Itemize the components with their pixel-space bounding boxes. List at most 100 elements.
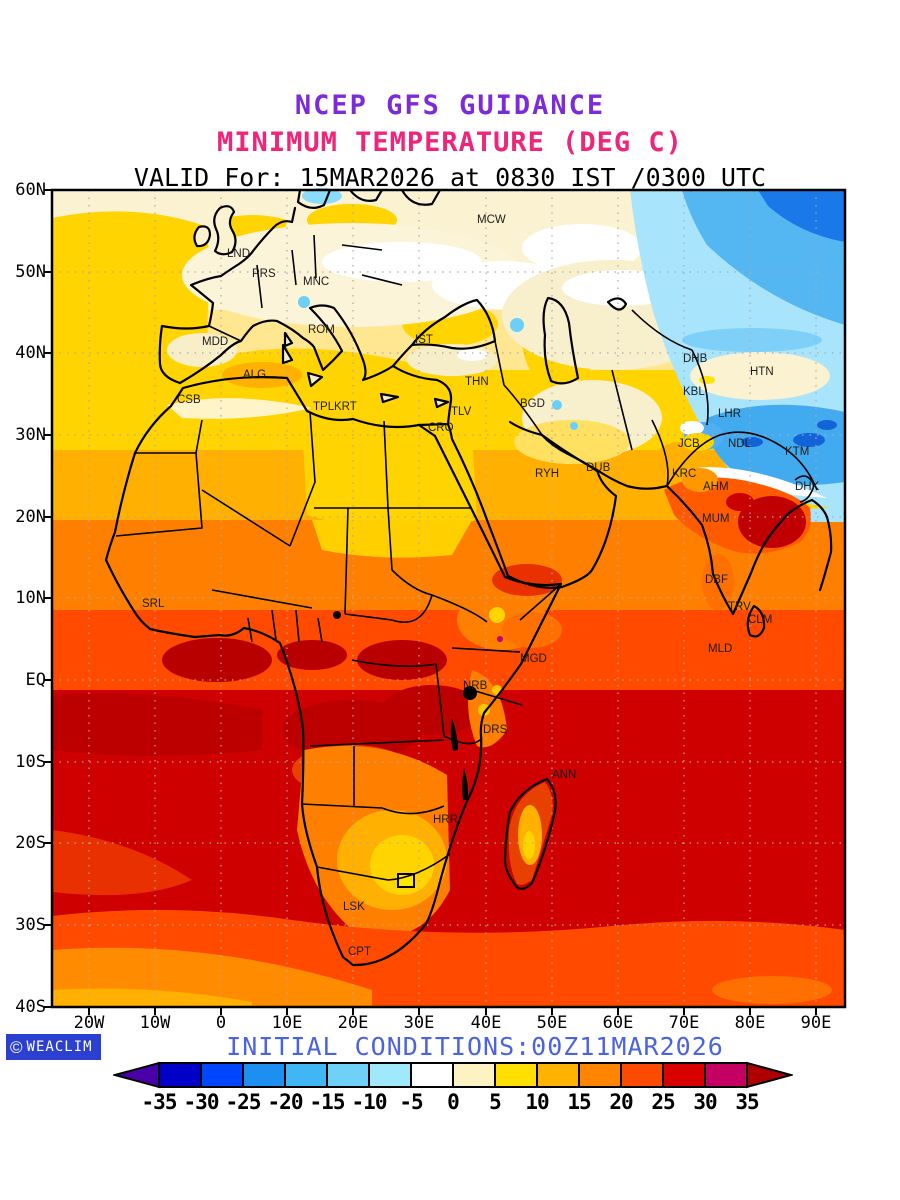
city-label-dhk: DHK — [795, 481, 820, 493]
city-label-mgd: MGD — [520, 653, 547, 665]
colorbar-tick-label: 5 — [489, 1090, 502, 1114]
city-label-cro: CRO — [428, 422, 454, 434]
lat-tick-label: 30S — [15, 915, 46, 935]
city-label-thn: THN — [465, 376, 489, 388]
city-label-dhb: DHB — [683, 353, 708, 365]
colorbar-segment — [158, 1062, 202, 1088]
lon-tick-label: 40E — [470, 1013, 502, 1033]
city-label-kbl: KBL — [683, 386, 705, 398]
colorbar-segment — [284, 1062, 328, 1088]
colorbar-segment — [620, 1062, 664, 1088]
lon-tick-label: 70E — [668, 1013, 700, 1033]
city-label-cpt: CPT — [348, 946, 371, 958]
city-label-tpl: TPL — [313, 401, 335, 413]
city-label-lsk: LSK — [343, 901, 365, 913]
city-label-ktm: KTM — [785, 446, 809, 458]
city-label-mcw: MCW — [477, 214, 506, 226]
lon-tick-label: 90E — [800, 1013, 832, 1033]
city-label-csb: CSB — [177, 394, 201, 406]
city-label-hrr: HRR — [433, 814, 458, 826]
city-label-ndl: NDL — [728, 438, 752, 450]
lat-tick-label: 40S — [15, 997, 46, 1017]
city-label-mdd: MDD — [202, 336, 228, 348]
colorbar-segment — [536, 1062, 580, 1088]
city-label-dub: DUB — [586, 462, 611, 474]
city-label-dbf: DBF — [705, 574, 728, 586]
weaclim-logo: © WEACLIM — [6, 1034, 101, 1060]
colorbar-tick-label: 10 — [525, 1090, 549, 1114]
city-label-trv: TRV — [728, 601, 751, 613]
initial-conditions-line: INITIAL CONDITIONS:00Z11MAR2026 — [226, 1032, 724, 1061]
lat-tick-label: EQ — [25, 670, 46, 690]
city-label-alg: ALG — [243, 369, 266, 381]
colorbar-tick-label: -30 — [183, 1090, 220, 1114]
copyright-circle-icon: © — [10, 1037, 23, 1057]
city-label-lnd: LND — [227, 248, 250, 260]
lat-tick-label: 60N — [15, 180, 46, 200]
city-label-drs: DRS — [483, 724, 508, 736]
lon-tick-label: 20E — [337, 1013, 369, 1033]
colorbar-segment — [704, 1062, 748, 1088]
axis-ticks — [44, 189, 817, 1015]
colorbar-tick-label: -20 — [267, 1090, 304, 1114]
city-label-ann: ANN — [552, 769, 576, 781]
city-label-lhr: LHR — [718, 408, 741, 420]
colorbar-tick-label: -35 — [141, 1090, 178, 1114]
colorbar-segment — [494, 1062, 538, 1088]
coastlines — [104, 188, 833, 967]
lon-tick-label: 50E — [536, 1013, 568, 1033]
lon-tick-label: 10W — [139, 1013, 171, 1033]
city-label-ist: IST — [415, 334, 433, 346]
lon-tick-label: 0 — [215, 1013, 227, 1033]
city-label-clm: CLM — [748, 614, 772, 626]
lat-tick-label: 50N — [15, 262, 46, 282]
colorbar-segment — [200, 1062, 244, 1088]
colorbar-tick-label: -15 — [309, 1090, 346, 1114]
city-label-tlv: TLV — [451, 406, 472, 418]
map-header: NCEP GFS GUIDANCE MINIMUM TEMPERATURE (D… — [0, 90, 900, 192]
colorbar-tick-label: 20 — [609, 1090, 633, 1114]
lon-tick-label: 10E — [271, 1013, 303, 1033]
country-borders — [115, 234, 818, 881]
city-label-jcb: JCB — [678, 438, 700, 450]
valid-time-line: VALID For: 15MAR2026 at 0830 IST /0300 U… — [133, 163, 767, 192]
city-label-prs: PRS — [252, 268, 276, 280]
city-label-nrb: NRB — [463, 680, 488, 692]
temperature-field — [52, 188, 845, 1007]
city-label-ahm: AHM — [703, 481, 729, 493]
lon-tick-label: 30E — [403, 1013, 435, 1033]
colorbar-tick-label: 35 — [735, 1090, 759, 1114]
city-label-mum: MUM — [702, 513, 729, 525]
colorbar-segment — [410, 1062, 454, 1088]
city-label-srl: SRL — [142, 598, 165, 610]
lat-tick-label: 10N — [15, 588, 46, 608]
colorbar-tick-label: 15 — [567, 1090, 591, 1114]
lat-tick-label: 30N — [15, 425, 46, 445]
colorbar-tick-label: 30 — [693, 1090, 717, 1114]
city-label-krc: KRC — [672, 468, 696, 480]
city-label-bgd: BGD — [520, 398, 545, 410]
lat-tick-label: 20S — [15, 833, 46, 853]
city-label-htn: HTN — [750, 366, 774, 378]
colorbar-tick-label: 25 — [651, 1090, 675, 1114]
weaclim-logo-text: WEACLIM — [26, 1039, 93, 1055]
colorbar-tick-label: -25 — [225, 1090, 262, 1114]
colorbar-segment — [326, 1062, 370, 1088]
city-label-mld: MLD — [708, 643, 732, 655]
colorbar-segment — [452, 1062, 496, 1088]
map-frame — [50, 188, 847, 1009]
lat-tick-label: 20N — [15, 507, 46, 527]
city-label-rom: ROM — [308, 324, 335, 336]
lat-tick-label: 40N — [15, 343, 46, 363]
city-label-ryh: RYH — [535, 468, 559, 480]
lon-tick-label: 20W — [73, 1013, 105, 1033]
parameter-title: MINIMUM TEMPERATURE (DEG C) — [217, 127, 683, 158]
colorbar-segment — [662, 1062, 706, 1088]
colorbar-tick-label: -10 — [351, 1090, 388, 1114]
lon-tick-label: 80E — [734, 1013, 766, 1033]
city-label-mnc: MNC — [303, 276, 329, 288]
city-label-krt: KRT — [334, 401, 357, 413]
